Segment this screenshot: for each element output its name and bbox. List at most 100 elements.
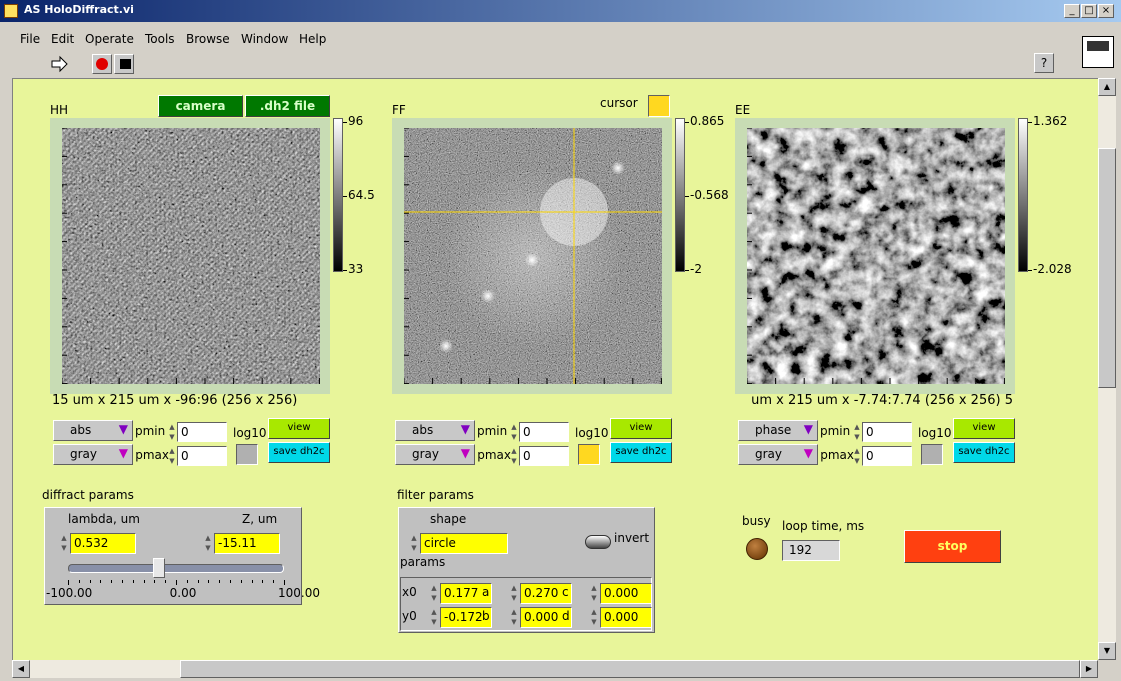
menu-item[interactable]: Browse	[186, 32, 230, 46]
colorbar	[333, 118, 343, 272]
invert-label: invert	[614, 531, 650, 545]
param-name: d	[562, 609, 570, 623]
scale-tick	[1028, 122, 1032, 123]
pmin-field[interactable]: 0	[177, 422, 227, 442]
run-button[interactable]	[48, 54, 70, 74]
scale-label: 0.865	[690, 114, 725, 128]
colormap-ring[interactable]: gray ▼	[53, 444, 133, 465]
slider-tick	[68, 580, 69, 585]
menu-item[interactable]: Help	[299, 32, 327, 46]
window-button[interactable]: □	[1081, 4, 1097, 18]
colormap-text: gray	[70, 447, 98, 461]
display-label: HH	[50, 103, 69, 117]
scale-label: 64.5	[348, 188, 375, 202]
shape-field[interactable]: circle	[420, 533, 508, 554]
loop-label: loop time, ms	[782, 519, 865, 533]
log-checkbox[interactable]	[578, 444, 600, 465]
help-button[interactable]: ?	[1034, 53, 1054, 73]
pmin-label: pmin	[477, 424, 508, 438]
lambda-field[interactable]: 0.532	[70, 533, 136, 554]
spin: ▲ ▼	[511, 447, 517, 465]
loop-field: 192	[782, 540, 840, 561]
spin: ▲ ▼	[431, 608, 437, 626]
param-field[interactable]: 0.000	[600, 583, 652, 604]
save-button[interactable]: save dh2c	[610, 442, 672, 463]
scale-label: 96	[348, 114, 364, 128]
pmax-field[interactable]: 0	[519, 446, 569, 466]
param-name: y0	[402, 609, 417, 623]
peak	[439, 339, 453, 353]
vi-icon	[1082, 36, 1114, 68]
pmin-field[interactable]: 0	[519, 422, 569, 442]
pmin-field[interactable]: 0	[862, 422, 912, 442]
param-field[interactable]: 0.177	[440, 583, 492, 604]
colormap-text: gray	[755, 447, 783, 461]
noise	[747, 128, 1005, 384]
mode-ring[interactable]: phase ▼	[738, 420, 818, 441]
source-button[interactable]: camera	[158, 95, 243, 117]
menu-item[interactable]: Operate	[85, 32, 134, 46]
slider-thumb[interactable]	[153, 558, 165, 578]
scroll-right[interactable]: ▶	[1080, 660, 1098, 678]
spin: ▲ ▼	[61, 534, 67, 552]
colormap-ring[interactable]: gray ▼	[395, 444, 475, 465]
z-field[interactable]: -15.11	[214, 533, 280, 554]
spin: ▲ ▼	[169, 423, 175, 441]
view-button[interactable]: view	[953, 418, 1015, 439]
z-label: Z, um	[242, 512, 278, 526]
param-name: x0	[402, 585, 417, 599]
param-field[interactable]: -0.172	[440, 607, 492, 628]
cursor-label: cursor	[600, 96, 638, 110]
scroll-thumb[interactable]	[1098, 148, 1116, 388]
slider-track	[68, 564, 284, 573]
app-icon	[4, 4, 18, 18]
view-button[interactable]: view	[268, 418, 330, 439]
log-label: log10	[575, 426, 609, 440]
window-button[interactable]: ×	[1098, 4, 1114, 18]
param-name: c	[562, 585, 569, 599]
scroll-up[interactable]: ▲	[1098, 78, 1116, 96]
log-checkbox[interactable]	[236, 444, 258, 465]
slider-tick	[230, 580, 231, 583]
window-button[interactable]: _	[1064, 4, 1080, 18]
window-title: AS HoloDiffract.vi	[24, 3, 134, 16]
pmin-label: pmin	[820, 424, 851, 438]
image-graphic	[746, 127, 1005, 385]
param-name: b	[482, 609, 490, 623]
menu-item[interactable]: File	[20, 32, 41, 46]
log-checkbox[interactable]	[921, 444, 943, 465]
param-field[interactable]: 0.000	[600, 607, 652, 628]
display-caption: 5 um x 215 um x -7.74:7.74 (256 x 256)	[751, 393, 1013, 408]
mode-ring[interactable]: abs ▼	[395, 420, 475, 441]
view-button[interactable]: view	[610, 418, 672, 439]
pmax-field[interactable]: 0	[177, 446, 227, 466]
pmax-field[interactable]: 0	[862, 446, 912, 466]
save-button[interactable]: save dh2c	[268, 442, 330, 463]
menu-item[interactable]: Edit	[51, 32, 75, 46]
save-button[interactable]: save dh2c	[953, 442, 1015, 463]
scroll-down[interactable]: ▼	[1098, 642, 1116, 660]
menu-item[interactable]: Tools	[145, 32, 175, 46]
stop-button[interactable]: stop	[904, 530, 1001, 563]
mode-text: abs	[412, 423, 434, 437]
slider-tick	[100, 580, 102, 583]
spin: ▲ ▼	[591, 584, 597, 602]
scroll-left[interactable]: ◀	[12, 660, 30, 678]
abort-button[interactable]	[92, 54, 112, 74]
hscroll-thumb[interactable]	[180, 660, 1080, 678]
param-field[interactable]: 0.000	[520, 607, 572, 628]
peak	[525, 253, 539, 267]
source-button[interactable]: .dh2 file	[245, 95, 330, 117]
spin: ▲ ▼	[411, 534, 417, 552]
slider-tick	[273, 580, 275, 583]
param-field[interactable]: 0.270	[520, 583, 572, 604]
invert-switch[interactable]	[585, 535, 611, 549]
cursor-color[interactable]	[648, 95, 670, 117]
slider-tick	[143, 580, 145, 583]
mode-ring[interactable]: abs ▼	[53, 420, 133, 441]
pause-button[interactable]	[114, 54, 134, 74]
peak	[481, 289, 495, 303]
menu-item[interactable]: Window	[241, 32, 289, 46]
busy-label: busy	[742, 514, 771, 528]
colormap-ring[interactable]: gray ▼	[738, 444, 818, 465]
